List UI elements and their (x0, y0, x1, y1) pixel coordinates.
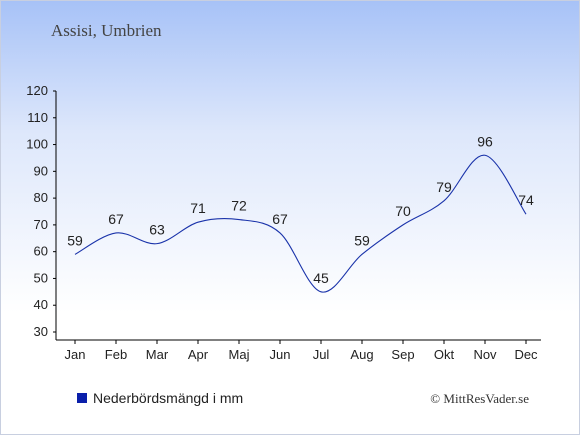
y-tick-label: 60 (34, 244, 48, 259)
x-tick-label: Jul (313, 347, 330, 362)
data-label: 59 (67, 232, 83, 248)
x-tick-label: Jan (65, 347, 86, 362)
x-tick-label: Jun (270, 347, 291, 362)
legend-label: Nederbördsmängd i mm (93, 390, 244, 406)
y-tick-label: 70 (34, 217, 48, 232)
data-label: 45 (313, 270, 329, 286)
y-tick-label: 30 (34, 324, 48, 339)
x-tick-label: Nov (473, 347, 497, 362)
x-tick-label: Feb (105, 347, 127, 362)
data-label: 71 (190, 200, 206, 216)
legend-swatch (77, 393, 87, 403)
y-tick-label: 100 (26, 137, 48, 152)
x-tick-label: Mar (146, 347, 169, 362)
x-tick-label: Aug (350, 347, 373, 362)
x-tick-label: Okt (434, 347, 455, 362)
data-label: 72 (231, 198, 247, 214)
x-tick-label: Apr (188, 347, 209, 362)
y-tick-label: 120 (26, 83, 48, 98)
y-tick-label: 80 (34, 190, 48, 205)
x-tick-label: Dec (514, 347, 538, 362)
series-line (74, 154, 527, 293)
y-tick-label: 40 (34, 297, 48, 312)
data-label: 74 (518, 192, 534, 208)
data-label: 96 (477, 133, 493, 149)
data-label: 67 (272, 211, 288, 227)
data-label: 70 (395, 203, 411, 219)
data-label: 79 (436, 179, 452, 195)
y-tick-label: 50 (34, 270, 48, 285)
data-label: 63 (149, 222, 165, 238)
data-label: 67 (108, 211, 124, 227)
legend: Nederbördsmängd i mm (77, 390, 243, 406)
chart-title: Assisi, Umbrien (51, 21, 162, 40)
x-tick-label: Maj (229, 347, 250, 362)
credit-text: © MittResVader.se (430, 391, 529, 406)
y-tick-label: 110 (27, 110, 48, 125)
data-label: 59 (354, 232, 370, 248)
y-tick-label: 90 (34, 163, 48, 178)
x-tick-label: Sep (391, 347, 414, 362)
